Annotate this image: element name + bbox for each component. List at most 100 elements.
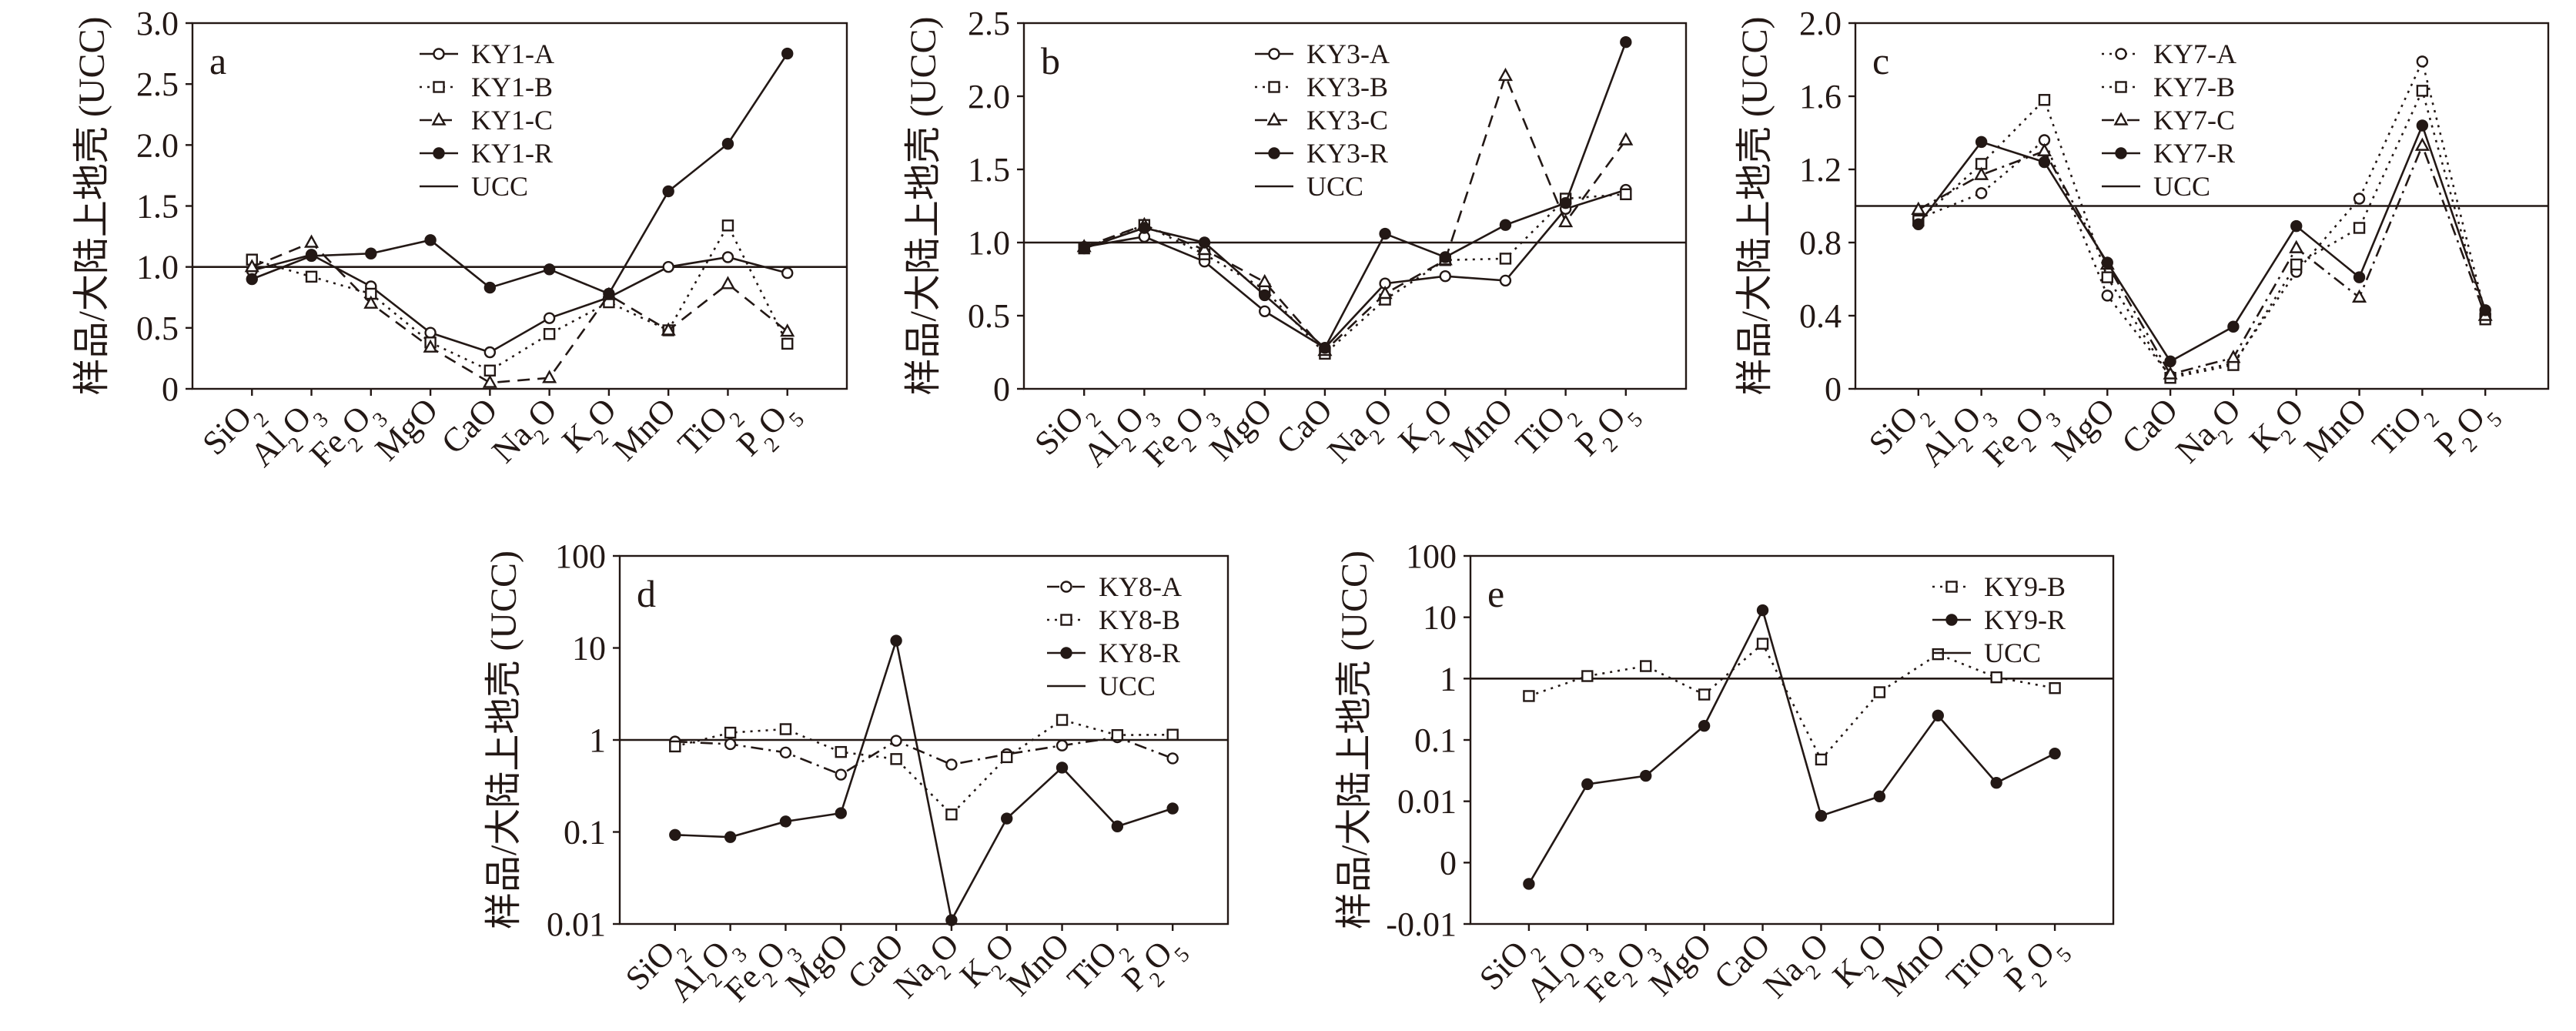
series-KY3-R xyxy=(1078,36,1632,354)
chart-panel-b: 00.51.01.52.02.5SiO2Al2O3Fe2O3MgOCaONa2O… xyxy=(903,5,1688,474)
data-point xyxy=(1618,132,1634,146)
x-tick-label: MnO xyxy=(606,390,683,467)
series-line xyxy=(1083,193,1626,356)
y-tick-label: 0.5 xyxy=(136,310,179,347)
data-point xyxy=(1259,289,1271,302)
y-tick-label: 100 xyxy=(555,537,606,575)
data-point xyxy=(2353,222,2366,234)
y-tick-label: 0.01 xyxy=(547,905,606,943)
data-point xyxy=(1198,236,1211,249)
y-tick-label: 2.5 xyxy=(968,5,1010,42)
data-point xyxy=(1138,222,1151,234)
legend-entry: KY9-B xyxy=(1984,571,2066,602)
legend-entry: KY8-A xyxy=(1099,571,1182,602)
data-point xyxy=(1055,739,1069,751)
data-point xyxy=(779,746,792,759)
y-tick-label: 2.5 xyxy=(136,65,179,103)
y-tick-label: 1.5 xyxy=(968,151,1010,189)
data-point xyxy=(424,234,437,246)
data-point xyxy=(1932,648,1944,661)
legend-marker xyxy=(1266,112,1282,126)
y-axis-label: 样品/大陆上地壳 (UCC) xyxy=(1334,551,1375,929)
data-point xyxy=(945,914,958,926)
data-point xyxy=(1756,638,1769,650)
y-tick-label: 0 xyxy=(1825,370,1842,408)
y-axis-label: 样品/大陆上地壳 (UCC) xyxy=(903,16,944,395)
data-point xyxy=(1559,197,1572,209)
x-tick-label: P2O5 xyxy=(1568,390,1648,470)
series-KY9-B xyxy=(1523,638,2061,766)
data-point xyxy=(1815,809,1828,822)
legend-entry: KY1-A xyxy=(471,38,554,69)
data-point xyxy=(2101,290,2113,302)
series-KY7-C xyxy=(1911,137,2493,380)
y-tick-label: -0.01 xyxy=(1386,905,1457,943)
panel-label: b xyxy=(1041,39,1060,82)
y-tick-label: 0.1 xyxy=(1414,721,1457,759)
data-point xyxy=(1166,728,1179,741)
data-point xyxy=(1756,604,1769,617)
y-tick-label: 1.2 xyxy=(1799,151,1842,189)
data-point xyxy=(720,276,735,290)
data-point xyxy=(662,260,674,273)
chart-panel-e: -0.0100.010.1110100SiO2Al2O3Fe2O3MgOCaON… xyxy=(1334,537,2115,1009)
x-tick-label: MnO xyxy=(999,926,1076,1003)
data-point xyxy=(835,807,847,819)
data-point xyxy=(1912,218,1925,230)
legend-marker xyxy=(431,112,447,126)
data-point xyxy=(2038,94,2051,106)
series-line xyxy=(1528,641,2056,762)
data-point xyxy=(781,266,794,280)
series-line xyxy=(1083,42,1628,350)
x-tick-label: TiO2 xyxy=(2365,390,2444,469)
y-tick-label: 1.0 xyxy=(136,249,179,286)
data-point xyxy=(304,234,319,248)
data-point xyxy=(2479,304,2491,316)
data-point xyxy=(2101,271,2113,283)
y-tick-label: 2.0 xyxy=(968,78,1010,115)
data-point xyxy=(1439,251,1451,263)
data-point xyxy=(543,312,556,324)
legend-entry: KY8-R xyxy=(1099,638,1180,668)
series-line xyxy=(674,718,1173,816)
y-tick-label: 0.01 xyxy=(1397,783,1457,821)
series-line xyxy=(251,223,788,372)
legend-entry: KY1-B xyxy=(471,72,553,102)
y-tick-label: 2.0 xyxy=(1799,5,1842,42)
y-tick-label: 1 xyxy=(589,721,606,759)
legend-marker xyxy=(1060,614,1072,626)
data-point xyxy=(721,219,734,232)
data-point xyxy=(1523,690,1535,702)
data-point xyxy=(2101,256,2113,269)
series-KY1-B xyxy=(246,219,794,377)
x-tick-label: Na2O xyxy=(2169,390,2255,477)
data-point xyxy=(603,287,615,300)
data-point xyxy=(890,634,902,647)
data-point xyxy=(2416,119,2429,132)
data-point xyxy=(1499,253,1512,265)
data-point xyxy=(1166,802,1179,815)
series-line xyxy=(1918,142,2487,376)
data-point xyxy=(305,270,318,283)
x-tick-label: MnO xyxy=(1875,926,1952,1003)
legend-entry: UCC xyxy=(2153,171,2210,202)
y-tick-label: 0.5 xyxy=(968,297,1010,335)
data-point xyxy=(1581,778,1594,791)
legend-entry: UCC xyxy=(1984,638,2041,668)
series-line xyxy=(1917,122,2487,363)
data-point xyxy=(543,263,556,276)
data-point xyxy=(779,815,792,828)
y-axis-label: 样品/大陆上地壳 (UCC) xyxy=(72,16,112,395)
x-tick-label: MgO xyxy=(2045,390,2122,467)
data-point xyxy=(2038,156,2051,169)
data-point xyxy=(2353,192,2366,205)
data-point xyxy=(781,337,794,350)
y-tick-label: 2.0 xyxy=(136,126,179,164)
legend-entry: KY7-C xyxy=(2153,105,2235,136)
data-point xyxy=(1873,790,1886,803)
data-point xyxy=(1497,67,1513,82)
legend-marker xyxy=(1060,581,1072,593)
y-tick-label: 0 xyxy=(162,370,179,408)
legend-entry: KY1-R xyxy=(471,138,553,169)
